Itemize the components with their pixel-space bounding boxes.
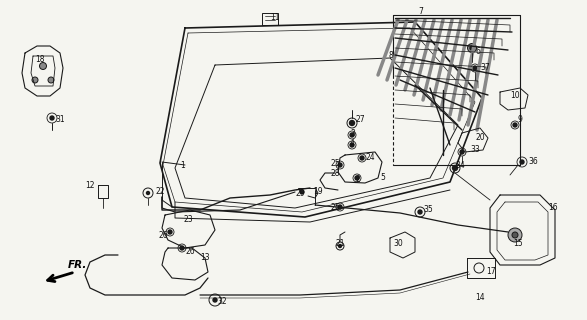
Text: 8: 8 (388, 52, 393, 60)
Circle shape (213, 298, 217, 302)
Circle shape (418, 210, 422, 214)
Text: 30: 30 (393, 238, 403, 247)
Circle shape (508, 228, 522, 242)
Circle shape (147, 191, 150, 195)
Circle shape (338, 205, 342, 209)
Text: 19: 19 (313, 188, 323, 196)
Circle shape (39, 62, 46, 69)
Text: 27: 27 (355, 116, 365, 124)
Text: 15: 15 (513, 238, 522, 247)
Text: 23: 23 (183, 215, 193, 225)
Text: 28: 28 (330, 169, 340, 178)
Text: 9: 9 (517, 116, 522, 124)
Circle shape (32, 77, 38, 83)
Circle shape (300, 190, 304, 194)
Text: 25: 25 (330, 204, 340, 212)
Circle shape (513, 123, 517, 127)
Text: 33: 33 (470, 146, 480, 155)
Text: 21: 21 (336, 238, 345, 247)
Text: 35: 35 (423, 205, 433, 214)
Circle shape (360, 156, 364, 160)
Text: 31: 31 (55, 116, 65, 124)
Text: 24: 24 (365, 154, 375, 163)
Circle shape (350, 133, 354, 137)
Text: 26: 26 (185, 247, 195, 257)
Text: 3: 3 (350, 129, 355, 138)
Circle shape (473, 66, 477, 70)
Circle shape (460, 150, 464, 154)
Text: 5: 5 (380, 173, 385, 182)
Bar (262, 13, 278, 25)
Circle shape (355, 176, 359, 180)
Text: 22: 22 (155, 188, 164, 196)
Circle shape (48, 77, 54, 83)
Text: 34: 34 (455, 161, 465, 170)
Circle shape (339, 244, 342, 247)
Circle shape (520, 160, 524, 164)
Circle shape (512, 232, 518, 238)
Text: 4: 4 (350, 139, 355, 148)
Circle shape (350, 143, 354, 147)
Circle shape (50, 116, 54, 120)
Text: 26: 26 (158, 230, 168, 239)
Text: 14: 14 (475, 293, 485, 302)
Text: FR.: FR. (68, 260, 87, 270)
Text: 7: 7 (418, 7, 423, 17)
Text: 17: 17 (486, 267, 496, 276)
Text: 32: 32 (217, 298, 227, 307)
Text: 18: 18 (35, 55, 45, 65)
Text: 12: 12 (86, 180, 95, 189)
Text: 25: 25 (330, 158, 340, 167)
Circle shape (453, 165, 457, 171)
Text: 6: 6 (476, 47, 481, 57)
Text: 20: 20 (475, 133, 485, 142)
Circle shape (470, 46, 474, 50)
Text: 11: 11 (270, 13, 280, 22)
Circle shape (467, 44, 477, 52)
Circle shape (349, 121, 355, 125)
Text: 2: 2 (355, 175, 360, 185)
Text: 29: 29 (295, 188, 305, 197)
Text: 37: 37 (480, 63, 490, 73)
Text: 1: 1 (180, 161, 185, 170)
Text: 13: 13 (200, 253, 210, 262)
Text: 36: 36 (528, 157, 538, 166)
Circle shape (180, 246, 184, 250)
Text: 16: 16 (548, 204, 558, 212)
Circle shape (168, 230, 172, 234)
Circle shape (338, 163, 342, 167)
Text: 10: 10 (510, 91, 519, 100)
